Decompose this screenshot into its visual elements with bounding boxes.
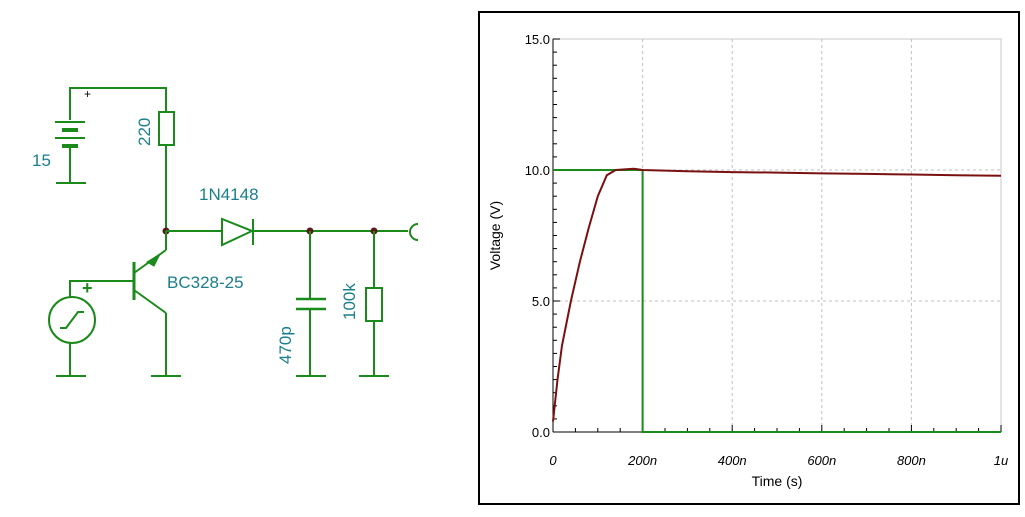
schematic: + 15 220 1N4148 BC [32, 87, 419, 377]
output-terminal [409, 223, 419, 241]
x-tick-label: 800n [897, 453, 926, 468]
resistor-top-label: 220 [135, 118, 154, 146]
x-tick-label: 0 [549, 453, 557, 468]
diode-label: 1N4148 [199, 185, 259, 204]
capacitor-label: 470p [276, 326, 295, 364]
x-tick-label: 200n [627, 453, 657, 468]
x-tick-label: 600n [807, 453, 836, 468]
transistor-symbol [132, 231, 167, 375]
step-source-symbol [48, 296, 96, 344]
series-line-0 [553, 169, 1001, 433]
battery-label: 15 [32, 151, 51, 170]
transistor-label: BC328-25 [167, 273, 244, 292]
y-tick-label: 5.0 [532, 294, 550, 309]
wire-base [69, 280, 134, 297]
y-tick-label: 10.0 [525, 163, 550, 178]
transient-chart: 0 200n 400n 600n 800n 1u 0.0 5.0 10.0 15.0 Time (s… [487, 32, 1008, 489]
resistor-load-label: 100k [340, 283, 359, 320]
x-tick-label: 400n [718, 453, 747, 468]
y-axis-label: Voltage (V) [487, 201, 503, 270]
chart-frame [478, 11, 1020, 505]
battery-symbol [55, 121, 85, 182]
resistor-100k [365, 287, 383, 322]
battery-polarity: + [84, 87, 91, 101]
y-tick-label: 15.0 [525, 32, 550, 47]
diode-symbol [221, 217, 255, 247]
x-tick-label: 1u [994, 453, 1008, 468]
series-line-1 [552, 167, 1002, 422]
source-polarity: + [82, 278, 93, 298]
step-glyph [60, 311, 84, 329]
wire-top [69, 87, 167, 120]
x-axis-label: Time (s) [752, 473, 803, 489]
resistor-220 [158, 111, 175, 146]
y-tick-label: 0.0 [532, 425, 550, 440]
